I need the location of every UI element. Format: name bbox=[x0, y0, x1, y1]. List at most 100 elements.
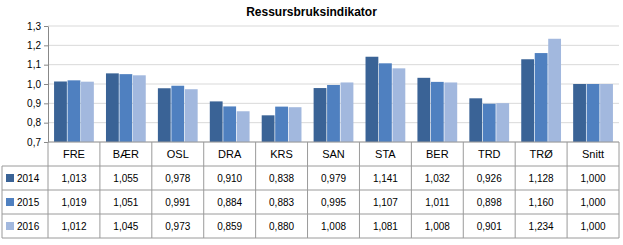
table-value: 0,901 bbox=[477, 221, 502, 232]
tick-mark bbox=[44, 142, 48, 143]
bar bbox=[573, 84, 586, 142]
category-label: Snitt bbox=[582, 148, 604, 160]
bar bbox=[133, 75, 146, 142]
table-value: 0,859 bbox=[217, 221, 242, 232]
bar bbox=[223, 106, 236, 142]
category-label: OSL bbox=[167, 148, 189, 160]
category-label: KRS bbox=[270, 148, 293, 160]
tick-label: 1,1 bbox=[27, 59, 41, 70]
table-value: 1,019 bbox=[61, 197, 86, 208]
table-rule bbox=[411, 142, 412, 238]
table-value: 0,979 bbox=[321, 173, 346, 184]
table-rule bbox=[255, 142, 256, 238]
series bbox=[81, 39, 613, 142]
legend-label: 2015 bbox=[17, 197, 40, 208]
table-rule bbox=[99, 142, 100, 238]
bar bbox=[341, 82, 354, 142]
category-label: STA bbox=[375, 148, 396, 160]
table-value: 1,055 bbox=[113, 173, 138, 184]
category-label: BÆR bbox=[113, 148, 139, 160]
tick: 1,0 bbox=[27, 79, 48, 90]
bar bbox=[54, 81, 67, 142]
bar bbox=[81, 82, 94, 142]
legend-swatch bbox=[6, 198, 14, 206]
table-value: 0,883 bbox=[269, 197, 294, 208]
title: Ressursbruksindikator bbox=[246, 5, 377, 19]
category-label: BER bbox=[426, 148, 449, 160]
table-value: 1,107 bbox=[373, 197, 398, 208]
bar bbox=[106, 73, 119, 142]
legend-swatch bbox=[6, 222, 14, 230]
table-value: 0,898 bbox=[477, 197, 502, 208]
table-rule bbox=[2, 166, 3, 238]
table-value: 1,012 bbox=[61, 221, 86, 232]
table-value: 0,838 bbox=[269, 173, 294, 184]
bar bbox=[289, 107, 302, 142]
table-rule bbox=[203, 142, 204, 238]
bar bbox=[366, 57, 379, 142]
tick: 0,7 bbox=[27, 137, 48, 148]
table-rule bbox=[151, 142, 152, 238]
legend-label: 2014 bbox=[17, 173, 40, 184]
table-row: 1,0191,0510,9910,8840,8830,9951,1071,011… bbox=[61, 197, 606, 208]
table-value: 1,011 bbox=[425, 197, 450, 208]
tick-mark bbox=[44, 65, 48, 66]
table-rule bbox=[2, 238, 619, 239]
table-value: 0,880 bbox=[269, 221, 294, 232]
bar bbox=[314, 88, 327, 142]
legend-label: 2016 bbox=[17, 221, 40, 232]
tick-label: 1,3 bbox=[27, 21, 41, 32]
bar bbox=[417, 78, 430, 142]
tick: 0,9 bbox=[27, 98, 48, 109]
bar bbox=[185, 89, 198, 142]
tick-label: 0,8 bbox=[27, 117, 41, 128]
table-rule bbox=[567, 142, 568, 238]
table-value: 0,995 bbox=[321, 197, 346, 208]
bar bbox=[171, 86, 184, 142]
bar bbox=[237, 111, 250, 142]
grid bbox=[48, 26, 619, 142]
table-value: 0,910 bbox=[217, 173, 242, 184]
category-label: TRD bbox=[478, 148, 501, 160]
table-value: 1,008 bbox=[425, 221, 450, 232]
table-value: 1,045 bbox=[113, 221, 138, 232]
bar bbox=[496, 103, 509, 142]
table-value: 0,973 bbox=[165, 221, 190, 232]
table-rule bbox=[307, 142, 308, 238]
tick-mark bbox=[44, 45, 48, 46]
bar bbox=[210, 101, 223, 142]
table-rule bbox=[2, 166, 619, 167]
bars bbox=[54, 39, 613, 142]
table-value: 1,081 bbox=[373, 221, 398, 232]
series bbox=[54, 57, 586, 142]
tick-mark bbox=[44, 26, 48, 27]
category-label: DRA bbox=[218, 148, 242, 160]
bar bbox=[275, 107, 288, 142]
bar bbox=[469, 98, 482, 142]
tick-mark bbox=[44, 123, 48, 124]
table-value: 1,141 bbox=[373, 173, 398, 184]
table-row: 1,0131,0550,9780,9100,8380,9791,1411,032… bbox=[61, 173, 606, 184]
table-rule bbox=[48, 142, 619, 143]
axis-line bbox=[48, 27, 49, 143]
tick: 1,2 bbox=[27, 40, 48, 51]
table-rule bbox=[359, 142, 360, 238]
tick: 1,1 bbox=[27, 59, 48, 70]
tick-label: 0,7 bbox=[27, 137, 41, 148]
table-value: 0,978 bbox=[165, 173, 190, 184]
table-rule bbox=[2, 190, 619, 191]
category-label: SAN bbox=[322, 148, 345, 160]
tick-label: 1,2 bbox=[27, 40, 41, 51]
tick-mark bbox=[44, 84, 48, 85]
y-axis: 0,7 0,8 0,9 1,0 1,1 1,2 1,3 bbox=[27, 21, 48, 148]
table-value: 1,013 bbox=[61, 173, 86, 184]
table-rule bbox=[48, 142, 49, 238]
tick-mark bbox=[44, 103, 48, 104]
category-label: FRE bbox=[63, 148, 85, 160]
tick: 0,8 bbox=[27, 117, 48, 128]
bar bbox=[158, 88, 171, 142]
bar bbox=[68, 80, 81, 142]
table-value: 0,926 bbox=[477, 173, 502, 184]
table-rule bbox=[619, 142, 620, 238]
table-value: 1,160 bbox=[529, 197, 554, 208]
